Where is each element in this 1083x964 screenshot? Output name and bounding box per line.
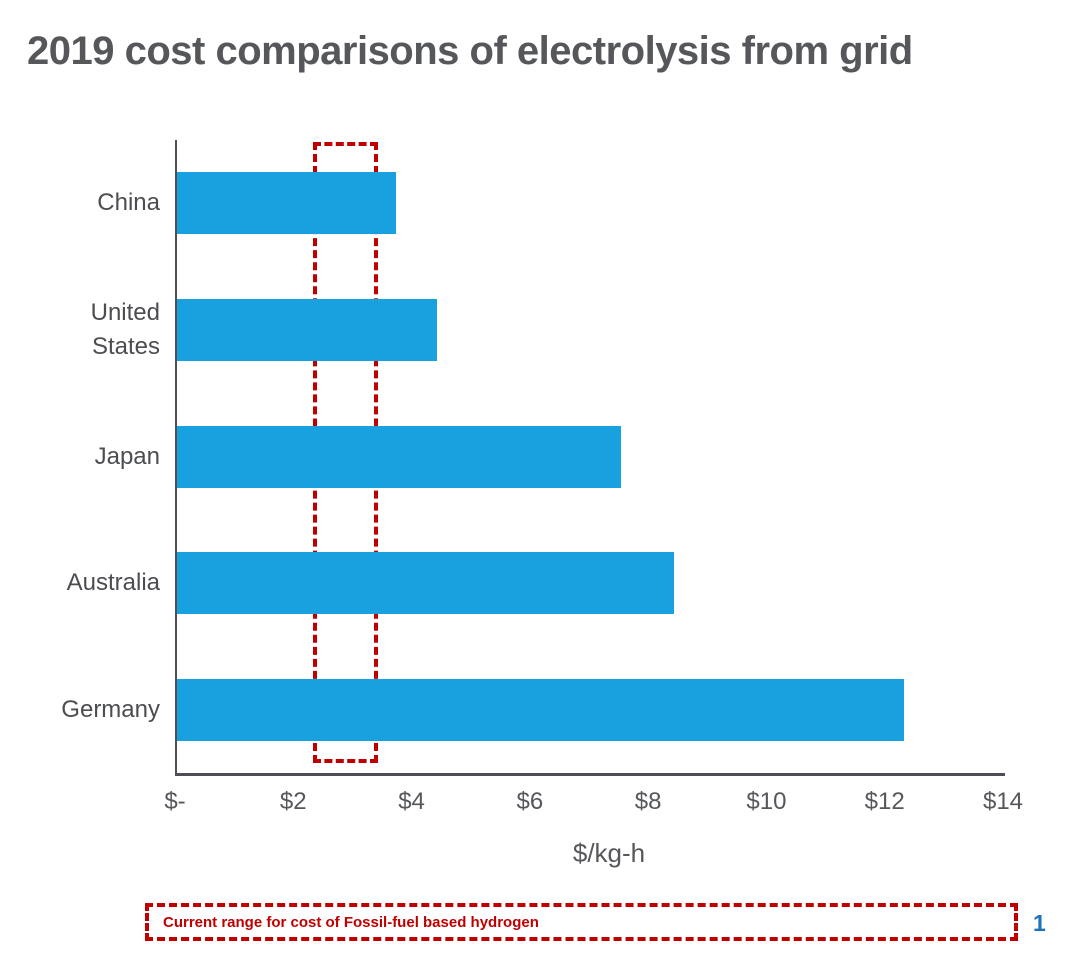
bar-japan <box>177 425 621 488</box>
bar-australia <box>177 552 674 615</box>
bar-china <box>177 172 396 235</box>
page-number: 1 <box>1033 910 1046 936</box>
x-tick-14: $14 <box>982 788 1024 815</box>
x-axis-title: $/kg-h <box>572 838 646 868</box>
x-tick-0: $- <box>164 788 186 815</box>
category-label-japan: Japan <box>94 442 160 470</box>
x-tick-8: $8 <box>634 788 662 815</box>
category-label-united-states: United States <box>90 298 160 360</box>
category-label-germany: Germany <box>61 695 160 723</box>
legend: Current range for cost of Fossil-fuel ba… <box>145 903 1018 941</box>
x-tick-10: $10 <box>746 788 787 815</box>
category-label-australia: Australia <box>66 569 160 597</box>
bar-united-states <box>177 298 438 361</box>
x-tick-12: $12 <box>864 788 905 815</box>
category-label-china: China <box>97 189 160 217</box>
x-axis-ticks: $- $2 $4 $6 $8 $10 $12 $14 <box>164 788 1023 820</box>
bar-germany <box>177 678 905 741</box>
x-tick-2: $2 <box>279 788 307 815</box>
x-tick-6: $6 <box>516 788 544 815</box>
bar-chart-plot-area: China United States Japan Australia Germany <box>61 140 1005 776</box>
legend-label: Current range for cost of Fossil-fuel ba… <box>163 913 539 931</box>
page-title: 2019 cost comparisons of electrolysis fr… <box>27 28 913 73</box>
x-tick-4: $4 <box>398 788 425 815</box>
